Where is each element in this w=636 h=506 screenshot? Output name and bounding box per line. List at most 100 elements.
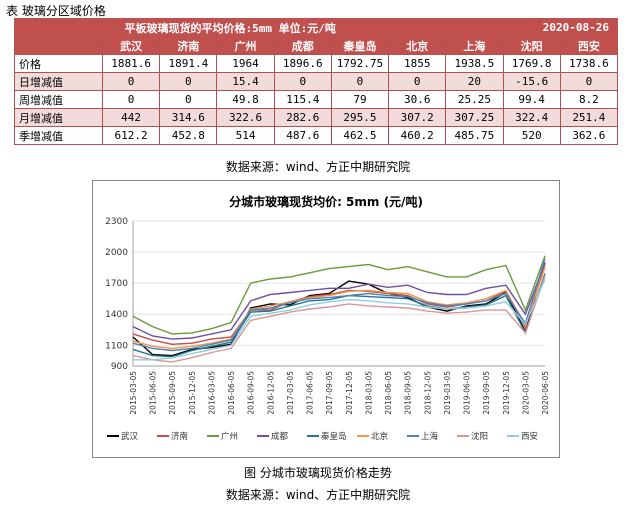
table-cell: 307.2 — [388, 108, 447, 127]
table-cell: 1896.6 — [273, 54, 332, 73]
table-cell: 514 — [216, 126, 275, 145]
table-cell: 442 — [101, 108, 161, 127]
table-header-city: 广州 — [216, 36, 275, 55]
legend-label: 北京 — [371, 431, 388, 442]
x-tick-label: 2020-06-05 — [541, 371, 550, 415]
table-cell: 15.4 — [216, 72, 275, 91]
price-table: 平板玻璃现货的平均价格:5mm 单位:元/吨 2020-08-26 武汉 济南 广州… — [13, 18, 619, 145]
x-tick-label: 2017-12-05 — [345, 371, 354, 415]
chart-title: 分城市玻璃现货均价: 5mm (元/吨) — [229, 195, 423, 209]
table-cell: 0 — [273, 72, 332, 91]
table-cell: 30.6 — [388, 90, 447, 109]
table-row-label: 价格 — [14, 54, 103, 73]
table-row: 日增减值 0 0 15.4 0 0 0 20 -15.6 0 — [14, 72, 619, 91]
legend-label: 济南 — [171, 431, 188, 442]
x-tick-label: 2015-06-05 — [149, 371, 158, 415]
table-row-label: 日增减值 — [14, 72, 103, 91]
legend-label: 成都 — [271, 431, 289, 442]
x-tick-label: 2016-06-05 — [227, 371, 236, 415]
table-cell: 115.4 — [273, 90, 332, 109]
table-header-city: 济南 — [159, 36, 218, 55]
series-line-6 — [132, 266, 546, 350]
y-tick-label: 2300 — [105, 217, 128, 227]
x-tick-label: 2019-06-05 — [463, 371, 472, 415]
x-tick-label: 2017-09-05 — [325, 371, 334, 415]
x-tick-label: 2017-06-05 — [306, 371, 315, 415]
series-line-5 — [132, 273, 546, 358]
table-cell: 314.6 — [159, 108, 218, 127]
y-tick-label: 1400 — [105, 310, 128, 320]
table-cell: 462.5 — [330, 126, 390, 145]
x-tick-label: 2018-09-05 — [404, 371, 413, 415]
x-tick-label: 2016-12-05 — [266, 371, 275, 415]
legend-label: 沈阳 — [471, 431, 488, 442]
table-cell: 1855 — [388, 54, 447, 73]
table-header-city: 武汉 — [101, 36, 161, 55]
series-line-7 — [132, 258, 546, 352]
table-cell: 0 — [159, 72, 218, 91]
table-cell: 25.25 — [445, 90, 504, 109]
table-header-row: 武汉 济南 广州 成都 秦皇岛 北京 上海 沈阳 西安 — [14, 36, 619, 55]
table-cell: 487.6 — [273, 126, 332, 145]
table-cell: 0 — [559, 72, 619, 91]
legend-label: 武汉 — [121, 431, 139, 442]
x-tick-label: 2016-09-05 — [247, 371, 256, 415]
table-header-city: 沈阳 — [502, 36, 561, 55]
table-row-label: 月增减值 — [14, 108, 103, 127]
x-tick-label: 2019-09-05 — [482, 371, 491, 415]
table-cell: 362.6 — [559, 126, 619, 145]
table-row-label: 周增减值 — [14, 90, 103, 109]
y-tick-label: 2000 — [105, 248, 128, 258]
table-cell: 99.4 — [502, 90, 561, 109]
table-cell: 1738.6 — [559, 54, 619, 73]
table-cell: 295.5 — [330, 108, 390, 127]
legend-label: 秦皇岛 — [321, 431, 347, 442]
table-row-label: 季增减值 — [14, 126, 103, 145]
x-tick-label: 2017-03-05 — [286, 371, 295, 415]
table-row: 月增减值 442 314.6 322.6 282.6 295.5 307.2 307.25 32… — [14, 108, 619, 127]
table-cell: 0 — [101, 72, 161, 91]
table-cell: 79 — [330, 90, 390, 109]
table-banner-label: 平板玻璃现货的平均价格:5mm 单位:元/吨 — [13, 18, 447, 37]
table-cell: 322.4 — [502, 108, 561, 127]
table-title: 表 玻璃分区域价格 — [6, 4, 106, 18]
table-source: 数据来源：wind、方正中期研究院 — [225, 160, 411, 174]
x-tick-label: 2015-09-05 — [168, 371, 177, 415]
x-tick-label: 2019-03-05 — [443, 371, 452, 415]
table-cell: 49.8 — [216, 90, 275, 109]
x-tick-label: 2015-12-05 — [188, 371, 197, 415]
table-cell: 20 — [445, 72, 504, 91]
table-banner-row: 平板玻璃现货的平均价格:5mm 单位:元/吨 2020-08-26 — [13, 18, 618, 37]
series-line-1 — [132, 262, 546, 357]
table-cell: 1964 — [216, 54, 275, 73]
figure-source: 数据来源：wind、方正中期研究院 — [225, 488, 411, 502]
figure-caption: 图 分城市玻璃现货价格走势 — [244, 466, 392, 480]
legend-label: 上海 — [421, 431, 439, 442]
table-row: 季增减值 612.2 452.8 514 487.6 462.5 460.2 485.75 52… — [14, 126, 619, 145]
table-cell: 282.6 — [273, 108, 332, 127]
table-cell: 8.2 — [559, 90, 619, 109]
table-cell: 1769.8 — [502, 54, 561, 73]
table-cell: 612.2 — [101, 126, 161, 145]
table-cell: 460.2 — [388, 126, 447, 145]
table-cell: 1938.5 — [445, 54, 504, 73]
table-cell: 0 — [101, 90, 161, 109]
series-line-8 — [132, 275, 546, 363]
table-row: 价格 1881.6 1891.4 1964 1896.6 1792.75 1855 1938.… — [14, 54, 619, 73]
table-cell: 0 — [388, 72, 447, 91]
series-line-9 — [133, 278, 546, 361]
x-tick-label: 2019-12-05 — [502, 371, 511, 415]
legend-label: 广州 — [221, 431, 238, 442]
table-header-corner — [14, 36, 103, 55]
table-cell: 1891.4 — [159, 54, 218, 73]
table-cell: 520 — [502, 126, 561, 145]
x-tick-label: 2018-06-05 — [384, 371, 393, 415]
table-header-city: 上海 — [445, 36, 504, 55]
x-tick-label: 2018-03-05 — [364, 371, 373, 415]
chart-frame: 分城市玻璃现货均价: 5mm (元/吨) 900 1100 1400 1700 2000… — [92, 180, 560, 458]
table-cell: 322.6 — [216, 108, 275, 127]
legend-label: 西安 — [521, 431, 538, 442]
y-tick-label: 900 — [111, 362, 128, 372]
x-tick-label: 2020-03-05 — [521, 371, 530, 415]
table-header-city: 成都 — [273, 36, 332, 55]
